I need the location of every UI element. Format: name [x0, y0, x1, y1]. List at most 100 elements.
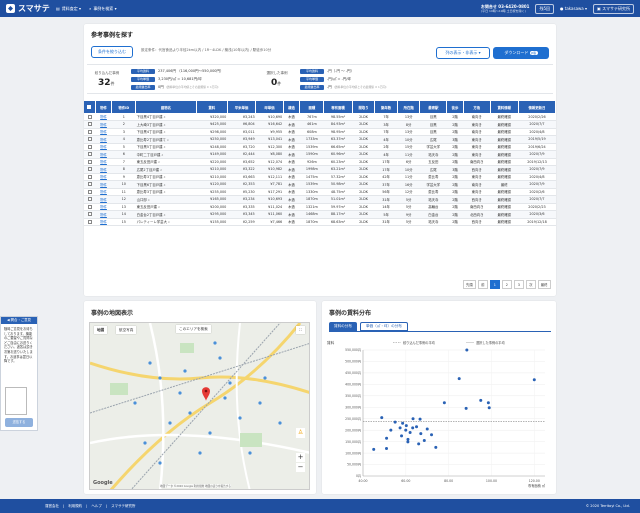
row-checkbox-cell[interactable]: [84, 210, 96, 219]
row-checkbox-cell[interactable]: [84, 165, 96, 174]
building-name[interactable]: 山口邸 ⌕: [135, 195, 197, 204]
row-checkbox-cell[interactable]: [84, 135, 96, 144]
checkbox[interactable]: [87, 182, 92, 187]
pager-page-2[interactable]: 2: [501, 280, 512, 289]
map-tab-map[interactable]: 地図: [94, 326, 108, 334]
column-header[interactable]: 坪単価: [255, 101, 284, 113]
checkbox[interactable]: [87, 137, 92, 142]
zoom-detail-icon[interactable]: ⌕: [146, 197, 150, 202]
column-header[interactable]: 最寄駅: [419, 101, 448, 113]
property-link[interactable]: 物件: [95, 195, 112, 204]
zoom-detail-icon[interactable]: ⌕: [166, 220, 170, 225]
building-name[interactable]: 恵比寿3丁目戸建 ⌕: [135, 188, 197, 196]
zoom-detail-icon[interactable]: ⌕: [162, 190, 166, 195]
column-header[interactable]: 間取り: [352, 101, 376, 113]
building-name[interactable]: 下目黒4丁目戸建 ⌕: [135, 113, 197, 121]
table-row[interactable]: 物件 10 下目黒6丁目戸建 ⌕ ¥120,000 ¥2,353 ¥7,781 木造 1539…: [84, 180, 556, 189]
property-link[interactable]: 物件: [95, 165, 112, 174]
zoom-detail-icon[interactable]: ⌕: [162, 175, 166, 180]
building-name[interactable]: 恵比寿2丁目戸建て ⌕: [135, 135, 197, 144]
column-header[interactable]: 構造: [283, 101, 301, 113]
checkbox[interactable]: [87, 167, 92, 172]
column-header[interactable]: 専有面積: [323, 101, 353, 113]
column-header[interactable]: 情報更新日: [518, 101, 557, 113]
checkbox[interactable]: [87, 129, 92, 134]
property-link[interactable]: 物件: [95, 150, 112, 159]
column-header[interactable]: 築年数: [374, 101, 398, 113]
feedback-textarea[interactable]: [5, 387, 27, 415]
columns-button[interactable]: 列の表示・非表示 ▾: [436, 47, 490, 59]
checkbox[interactable]: [87, 159, 92, 164]
building-name[interactable]: 下目黒5丁目戸建 ⌕: [135, 143, 197, 151]
column-header[interactable]: 物件ID: [111, 101, 137, 113]
row-checkbox-cell[interactable]: [84, 113, 96, 121]
table-row[interactable]: 物件 9 恵比寿3丁目戸建 ⌕ ¥210,000 ¥3,663 ¥12,111 木造 1475…: [84, 173, 556, 181]
checkbox[interactable]: [87, 114, 92, 119]
row-checkbox-cell[interactable]: [84, 203, 96, 211]
download-button[interactable]: ダウンロード β版: [493, 47, 549, 59]
checkbox[interactable]: [87, 152, 92, 157]
row-checkbox-cell[interactable]: [84, 180, 96, 189]
building-name[interactable]: 恵比寿3丁目戸建 ⌕: [135, 173, 197, 181]
zoom-detail-icon[interactable]: ⌕: [162, 115, 166, 119]
checkbox[interactable]: [87, 122, 92, 127]
table-row[interactable]: 物件 13 東五反田戸建 ⌕ ¥200,000 ¥3,335 ¥11,024 木造 1321m…: [84, 203, 556, 211]
property-link[interactable]: 物件: [95, 128, 112, 136]
building-name[interactable]: 下目黒4丁目戸建 ⌕: [135, 128, 197, 136]
property-link[interactable]: 物件: [95, 113, 112, 121]
property-link[interactable]: 物件: [95, 203, 112, 211]
row-checkbox-cell[interactable]: [84, 195, 96, 204]
row-checkbox-cell[interactable]: [84, 173, 96, 181]
property-link[interactable]: 物件: [95, 135, 112, 144]
tab-unit-price-distribution[interactable]: 単価（㎡・坪）の分布: [359, 322, 408, 331]
pager-prev[interactable]: 前: [477, 280, 488, 289]
pager-first[interactable]: 先頭: [463, 280, 476, 289]
site-link[interactable]: ▣ スマサテ研究所: [593, 3, 634, 14]
zoom-detail-icon[interactable]: ⌕: [160, 152, 164, 157]
table-row[interactable]: 物件 6 中町二丁目戸建 ⌕ ¥149,000 ¥2,444 ¥8,080 木造 1590m 6…: [84, 150, 556, 159]
property-link[interactable]: 物件: [95, 180, 112, 189]
row-checkbox-cell[interactable]: [84, 143, 96, 151]
fullscreen-icon[interactable]: ⛶: [296, 326, 305, 334]
table-row[interactable]: 物件 3 下目黒4丁目戸建 ⌕ ¥298,000 ¥3,011 ¥9,955 木造 608m 9…: [84, 128, 556, 136]
map-tab-satellite[interactable]: 航空写真: [116, 326, 137, 334]
property-link[interactable]: 物件: [95, 218, 112, 226]
column-header[interactable]: 賃料: [196, 101, 228, 113]
row-checkbox-cell[interactable]: [84, 128, 96, 136]
footer-link[interactable]: 運営会社: [45, 503, 59, 508]
table-row[interactable]: 物件 15 パレティーレ学芸大 ⌕ ¥155,000 ¥2,259 ¥7,466 木造 187…: [84, 218, 556, 226]
zoom-detail-icon[interactable]: ⌕: [165, 137, 169, 142]
footer-link[interactable]: スマサテ研究所: [111, 503, 136, 508]
table-row[interactable]: 物件 11 恵比寿3丁目戸建 ⌕ ¥255,000 ¥5,230 ¥17,291 木造 133…: [84, 188, 556, 196]
table-row[interactable]: 物件 14 白金台2丁目戸建 ⌕ ¥295,000 ¥3,345 ¥11,060 木造 146…: [84, 210, 556, 219]
column-header[interactable]: 建物名: [135, 101, 197, 113]
feedback-send-button[interactable]: 送信する: [5, 418, 33, 427]
building-name[interactable]: 広尾2丁目戸建 ⌕: [135, 165, 197, 174]
zoom-detail-icon[interactable]: ⌕: [162, 122, 166, 127]
footer-link[interactable]: 利用規約: [68, 503, 83, 508]
checkbox[interactable]: [87, 189, 92, 194]
column-header[interactable]: 徒歩: [446, 101, 464, 113]
zoom-in-button[interactable]: +: [296, 453, 305, 462]
zoom-detail-icon[interactable]: ⌕: [157, 160, 160, 165]
building-name[interactable]: 上大崎3丁目戸建 ⌕: [135, 120, 197, 129]
table-row[interactable]: 物件 7 東五反田戸建 ⌕ ¥220,000 ¥3,652 ¥12,074 木造 926m 60…: [84, 158, 556, 166]
property-link[interactable]: 物件: [95, 158, 112, 166]
nav-rent-appraisal[interactable]: ▤ 賃料査定 ▾: [56, 6, 81, 12]
row-checkbox-cell[interactable]: [84, 188, 96, 196]
property-link[interactable]: 物件: [95, 188, 112, 196]
property-link[interactable]: 物件: [95, 120, 112, 129]
checkbox[interactable]: [87, 204, 92, 209]
checkbox[interactable]: [87, 197, 92, 202]
row-checkbox-cell[interactable]: [84, 120, 96, 129]
zoom-detail-icon[interactable]: ⌕: [157, 205, 160, 210]
map-search-area-button[interactable]: このエリアを検索: [176, 325, 211, 333]
map-view[interactable]: 地図 航空写真 このエリアを検索 ⛶ ♙ + − Google 地図データ ©2…: [89, 322, 310, 490]
feedback-header[interactable]: ◀ 問合・ご意見: [1, 317, 37, 324]
building-name[interactable]: 東五反田戸建 ⌕: [135, 203, 197, 211]
checkbox[interactable]: [87, 144, 92, 149]
zoom-detail-icon[interactable]: ⌕: [162, 145, 166, 150]
row-checkbox-cell[interactable]: [84, 218, 96, 226]
building-name[interactable]: 中町二丁目戸建 ⌕: [135, 150, 197, 159]
checkbox[interactable]: [87, 105, 92, 109]
